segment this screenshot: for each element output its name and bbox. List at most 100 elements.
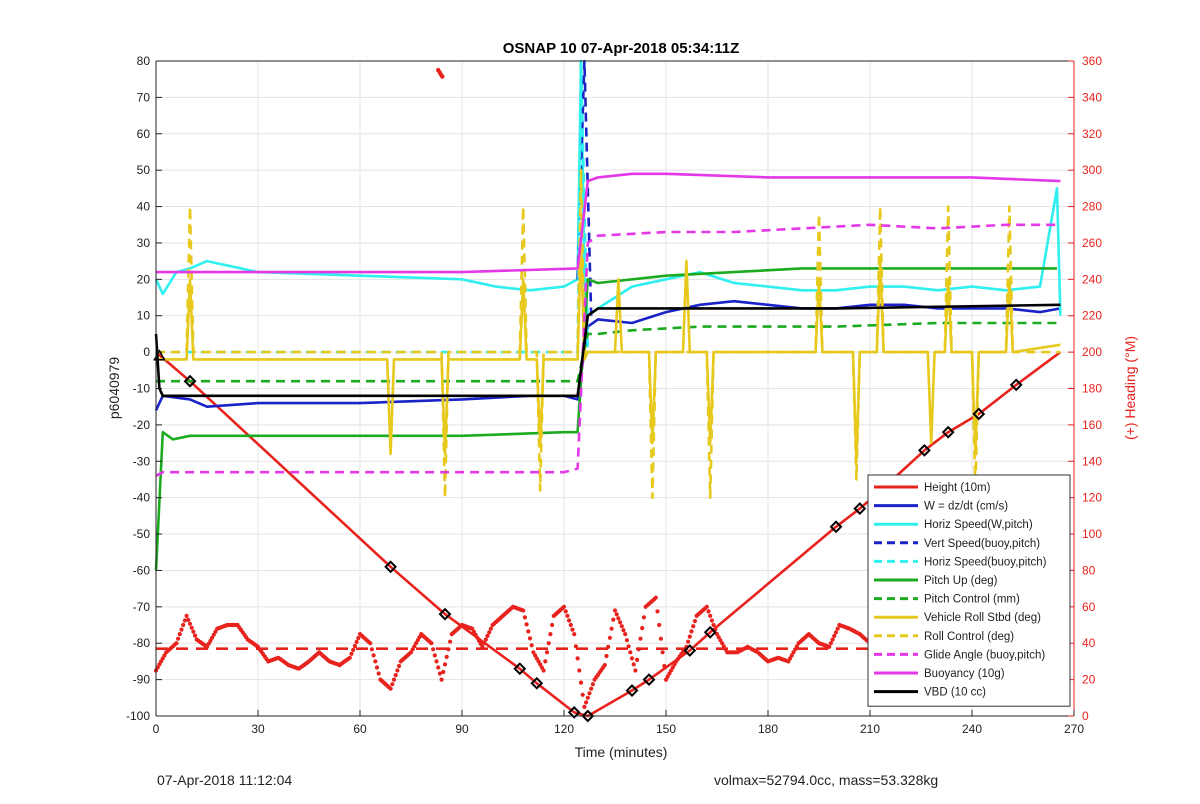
legend: Height (10m) W = dz/dt (cm/s) Horiz Speed(… [867, 474, 1071, 707]
heading-point [482, 641, 487, 646]
heading-point [714, 632, 720, 637]
heading-point [832, 633, 837, 639]
height-marker [625, 684, 639, 697]
legend-label: Vehicle Roll Stbd (deg) [924, 612, 1041, 624]
heading-point [186, 617, 191, 623]
height-marker [530, 676, 544, 690]
heading-point [376, 671, 381, 676]
heading-point [611, 617, 616, 622]
heading-point [689, 629, 694, 634]
heading-point [177, 632, 182, 637]
y2-tick-label: 260 [1082, 236, 1102, 250]
legend-label: Horiz Speed(buoy,pitch) [924, 556, 1047, 568]
legend-box [867, 474, 1071, 707]
heading-point [587, 691, 592, 696]
axes: 0 30 60 90 120 150 180 210 240 270-100-90-80-70-6… [126, 54, 1102, 736]
heading-point [565, 613, 570, 619]
heading-point [369, 647, 374, 652]
heading-point [635, 657, 640, 663]
heading-point [573, 644, 579, 649]
heading-point [527, 636, 533, 641]
heading-point [619, 624, 624, 629]
y2-tick-label: 160 [1082, 418, 1102, 432]
heading-point [388, 686, 393, 691]
legend-label: W = dz/dt (cm/s) [924, 501, 1008, 513]
heading-point [193, 633, 198, 638]
heading-point [485, 633, 490, 639]
heading-point [624, 638, 630, 643]
heading-point [794, 644, 800, 649]
heading-point [440, 74, 445, 79]
heading-point [347, 655, 352, 660]
x-tick-label: 240 [962, 722, 982, 736]
heading-point [437, 671, 442, 676]
y-tick-label: -90 [133, 673, 151, 687]
y-tick-label: 40 [137, 200, 151, 214]
y-tick-label: -30 [133, 454, 151, 468]
y2-tick-label: 300 [1082, 163, 1102, 177]
y2-tick-label: 120 [1082, 491, 1102, 505]
heading-point [567, 618, 572, 623]
heading-point [431, 647, 436, 652]
y2-tick-label: 340 [1082, 90, 1102, 104]
heading-point [354, 639, 359, 645]
heading-point [633, 668, 638, 673]
legend-label: Glide Angle (buoy,pitch) [924, 649, 1045, 661]
y-tick-label: 70 [137, 90, 151, 104]
heading-point [641, 615, 647, 620]
heading-point [442, 662, 448, 667]
heading-point [585, 695, 590, 700]
x-tick-label: 90 [455, 722, 469, 736]
heading-point [155, 665, 160, 670]
height-marker [917, 443, 931, 457]
heading-point [417, 635, 422, 640]
height-marker [384, 560, 398, 574]
heading-point [487, 630, 492, 635]
legend-label: Pitch Up (deg) [924, 575, 998, 587]
heading-point [184, 613, 189, 619]
heading-point [607, 635, 613, 640]
y2-tick-label: 200 [1082, 345, 1102, 359]
heading-point [436, 665, 441, 670]
footer-volmax-mass: volmax=52794.0cc, mass=53.328kg [714, 772, 939, 788]
heading-point [687, 634, 692, 639]
series-line [155, 223, 1061, 477]
y-tick-label: -80 [133, 636, 151, 650]
series-line [156, 168, 1061, 500]
heading-point [658, 636, 664, 641]
heading-point [483, 637, 488, 642]
heading-point [522, 615, 528, 620]
heading-point [174, 641, 179, 646]
heading-point [349, 651, 354, 656]
height-marker [642, 673, 656, 687]
x-tick-label: 210 [860, 722, 880, 736]
heading-point [210, 635, 215, 640]
heading-point [572, 632, 577, 637]
heading-point [590, 682, 596, 687]
heading-point [429, 641, 434, 646]
heading-point [352, 643, 357, 649]
heading-point [709, 618, 715, 623]
heading-point [432, 653, 437, 658]
heading-point [444, 654, 449, 660]
heading-point [448, 639, 453, 644]
heading-point [711, 622, 716, 628]
heading-point [176, 636, 181, 641]
height-marker [683, 644, 697, 657]
y2-tick-label: 180 [1082, 382, 1102, 396]
heading-point [397, 663, 402, 669]
heading-point [526, 629, 531, 634]
heading-point [582, 704, 587, 710]
y2-axis-label: (+) Heading (°M) [1122, 336, 1138, 440]
y-tick-label: 50 [137, 163, 151, 177]
heading-point [162, 653, 167, 658]
heading-point [189, 625, 194, 630]
y2-tick-label: 240 [1082, 272, 1102, 286]
heading-point [720, 641, 725, 646]
heading-point [391, 677, 397, 682]
y2-tick-label: 320 [1082, 127, 1102, 141]
x-tick-label: 120 [554, 722, 574, 736]
heading-point [638, 636, 643, 641]
heading-point [351, 647, 356, 653]
